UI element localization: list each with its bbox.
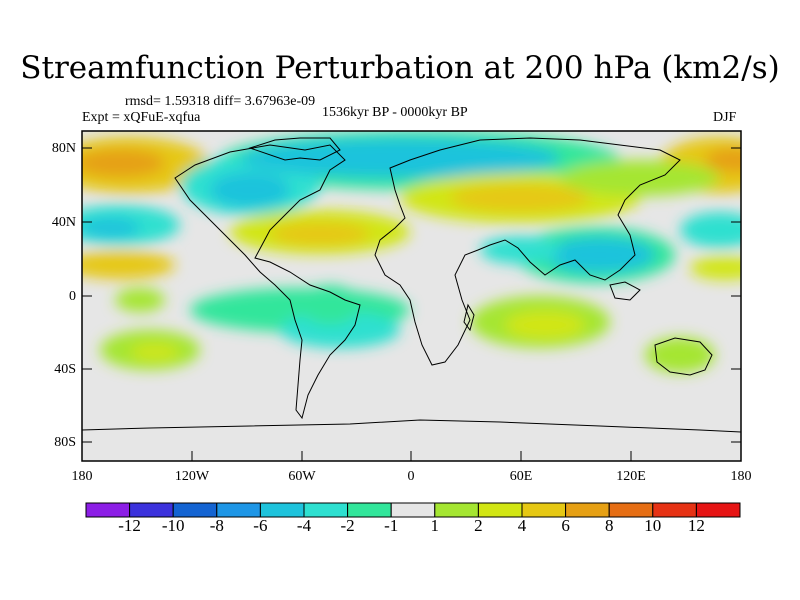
- colorbar-label-0: -12: [118, 516, 141, 535]
- lon-label-0: 0: [407, 469, 415, 484]
- season-label: DJF: [713, 110, 737, 125]
- colorbar-label-3: -6: [253, 516, 268, 535]
- colorbar-label-9: 4: [517, 516, 527, 535]
- colorbar-label-8: 2: [474, 516, 483, 535]
- colorbar-box-13: [652, 502, 697, 518]
- colorbar-label-6: -1: [384, 516, 399, 535]
- lon-label-120w: 120W: [174, 469, 210, 484]
- colorbar-box-8: [434, 502, 479, 518]
- axis-ticks: [82, 147, 741, 461]
- coastlines: [82, 137, 741, 433]
- colorbar-box-10: [521, 502, 567, 518]
- lat-label-40s: 40S: [54, 362, 76, 377]
- lon-label-60e: 60E: [509, 469, 533, 484]
- lon-label-60w: 60W: [288, 469, 316, 484]
- colorbar-box-0: [85, 502, 131, 518]
- colorbar-label-11: 8: [604, 516, 614, 535]
- lon-label-120e: 120E: [616, 469, 646, 484]
- colorbar-label-2: -8: [209, 516, 224, 535]
- colorbar-label-12: 10: [644, 516, 662, 535]
- period-label: 1536kyr BP - 0000kyr BP: [322, 105, 468, 120]
- colorbar-box-7: [390, 502, 436, 518]
- colorbar-label-7: 1: [430, 516, 440, 535]
- experiment-label: Expt = xQFuE-xqfua: [82, 110, 201, 125]
- colorbar-label-4: -4: [296, 516, 312, 535]
- lat-label-80s: 80S: [54, 435, 76, 450]
- colorbar-box-5: [303, 502, 349, 518]
- colorbar-label-1: -10: [161, 516, 185, 535]
- colorbar-box-2: [172, 502, 218, 518]
- lon-label-180w: 180: [71, 469, 93, 484]
- lat-label-0: 0: [69, 289, 76, 304]
- anomaly-fields: [82, 131, 741, 373]
- colorbar-box-12: [608, 502, 654, 518]
- colorbar-box-4: [259, 502, 305, 518]
- stats-label: rmsd= 1.59318 diff= 3.67963e-09: [125, 94, 316, 109]
- colorbar-box-11: [565, 502, 610, 518]
- colorbar-box-9: [477, 502, 523, 518]
- colorbar-box-3: [216, 502, 261, 518]
- colorbar-label-13: 12: [687, 516, 705, 535]
- colorbar-label-5: -2: [340, 516, 355, 535]
- colorbar-label-10: 6: [561, 516, 570, 535]
- plot-title: Streamfunction Perturbation at 200 hPa (…: [20, 50, 780, 86]
- lon-label-180e: 180: [730, 469, 752, 484]
- lat-label-80n: 80N: [51, 141, 76, 156]
- colorbar-box-1: [129, 502, 174, 518]
- colorbar-box-14: [695, 502, 741, 518]
- colorbar-box-6: [347, 502, 392, 518]
- lat-label-40n: 40N: [51, 215, 76, 230]
